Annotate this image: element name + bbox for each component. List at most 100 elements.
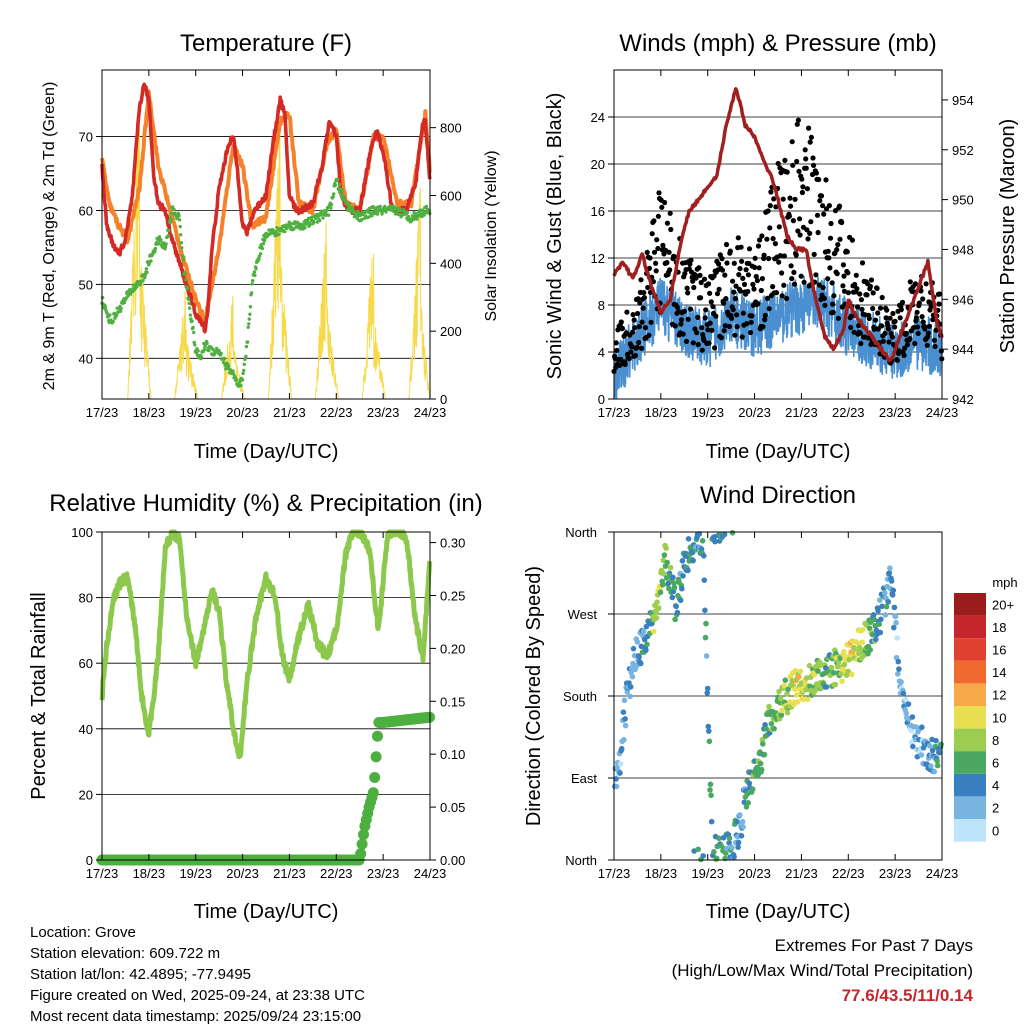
winds-y2label: Station Pressure (Maroon): [997, 119, 1019, 354]
dewpoint-point: [145, 270, 149, 275]
gust-point: [831, 293, 837, 299]
y2-tick-label: 0.20: [440, 641, 465, 656]
dewpoint-point: [219, 351, 223, 356]
x-tick-label: 19/23: [691, 866, 724, 881]
wind-direction-point: [661, 552, 668, 558]
precip-point: [356, 838, 368, 850]
gust-point: [798, 273, 804, 279]
precip-point: [355, 848, 367, 860]
wind-direction-point: [680, 573, 686, 579]
gust-point: [681, 308, 687, 314]
dewpoint-point: [337, 182, 341, 187]
gust-point: [786, 213, 793, 219]
gust-point: [840, 283, 846, 289]
colorbar-swatch: [954, 796, 986, 819]
gust-point: [685, 316, 691, 322]
gust-point: [820, 203, 826, 209]
dewpoint-point: [420, 208, 425, 212]
dewpoint-point: [329, 202, 334, 207]
gust-point: [737, 288, 744, 294]
dewpoint-point: [383, 204, 387, 209]
dewpoint-point: [168, 220, 172, 225]
gust-point: [791, 269, 797, 275]
gust-point: [788, 263, 794, 269]
wind-direction-point: [888, 578, 895, 584]
wind-direction-point: [613, 783, 620, 790]
gust-point: [761, 252, 767, 258]
gust-point: [856, 323, 862, 329]
wind-direction-point: [707, 781, 714, 788]
gust-point: [710, 304, 716, 310]
wind-direction-point: [613, 776, 619, 782]
temperature-frame: [101, 69, 431, 400]
winds-ticks: 0 4 8 12 16 20 24 942 944 946 948 950 952 954 17/23 18/…: [591, 70, 974, 420]
wind-direction-point: [739, 818, 746, 825]
wind-direction-title: Wind Direction: [700, 482, 856, 509]
wind-direction-point: [726, 835, 733, 842]
gust-point: [779, 293, 785, 299]
gust-point: [645, 284, 651, 291]
wind-direction-point: [745, 800, 751, 806]
y-tick-label: West: [568, 607, 598, 622]
wind-direction-point: [877, 597, 883, 603]
dewpoint-point: [185, 287, 190, 291]
x-tick-label: 24/23: [926, 866, 959, 881]
gust-point: [741, 281, 748, 287]
dewpoint-point: [360, 217, 364, 222]
gust-point: [731, 260, 737, 266]
dewpoint-point: [119, 306, 123, 311]
dewpoint-point: [112, 311, 117, 315]
gust-point: [788, 203, 794, 209]
wind-direction-point: [738, 833, 745, 839]
gust-point: [767, 225, 773, 231]
gust-point: [728, 315, 735, 321]
gust-point: [784, 169, 790, 175]
colorbar-label: 8: [992, 733, 999, 748]
gust-point: [757, 237, 763, 243]
gust-point: [730, 307, 736, 313]
gust-point: [716, 261, 722, 267]
dewpoint-point: [303, 226, 307, 230]
dewpoint-point: [114, 313, 119, 318]
gust-point: [641, 295, 648, 301]
wind-direction-point: [841, 661, 848, 668]
x-tick-label: 17/23: [86, 405, 119, 420]
x-tick-label: 22/23: [832, 866, 865, 881]
gust-point: [807, 139, 813, 145]
temperature-ylabel: 2m & 9m T (Red, Orange) & 2m Td (Green): [41, 82, 58, 391]
gust-point: [772, 241, 779, 247]
gust-point: [768, 189, 774, 195]
wind-direction-point: [634, 639, 641, 645]
gust-point: [629, 344, 635, 350]
gust-point: [702, 315, 708, 321]
wind-direction-point: [670, 574, 676, 581]
wind-direction-point: [659, 582, 666, 588]
colorbar-label: 12: [992, 688, 1006, 703]
gust-point: [865, 335, 871, 341]
gust-point: [844, 249, 850, 255]
gust-series: [611, 117, 945, 374]
wind-direction-point: [768, 721, 775, 727]
dewpoint-point: [405, 210, 409, 215]
x-tick-label: 19/23: [179, 866, 212, 881]
dewpoint-point: [180, 246, 184, 250]
wind-direction-xlabel: Time (Day/UTC): [706, 901, 851, 923]
precip-point: [370, 751, 382, 763]
dewpoint-point: [321, 216, 325, 220]
y-tick-label: 40: [79, 722, 93, 737]
solar-day-trace: [314, 221, 339, 400]
wind-direction-point: [784, 691, 790, 697]
dewpoint-point: [188, 313, 192, 317]
x-tick-label: 21/23: [273, 866, 306, 881]
dewpoint-point: [207, 348, 211, 353]
gust-point: [918, 288, 924, 294]
gust-point: [755, 243, 762, 249]
gust-point: [883, 315, 889, 321]
dewpoint-point: [252, 270, 257, 274]
gust-point: [832, 208, 839, 214]
dewpoint-point: [188, 306, 192, 310]
wind-direction-point: [879, 603, 885, 610]
wind-direction-point: [870, 612, 877, 618]
dewpoint-point: [205, 341, 209, 346]
wind-direction-point: [893, 619, 899, 626]
